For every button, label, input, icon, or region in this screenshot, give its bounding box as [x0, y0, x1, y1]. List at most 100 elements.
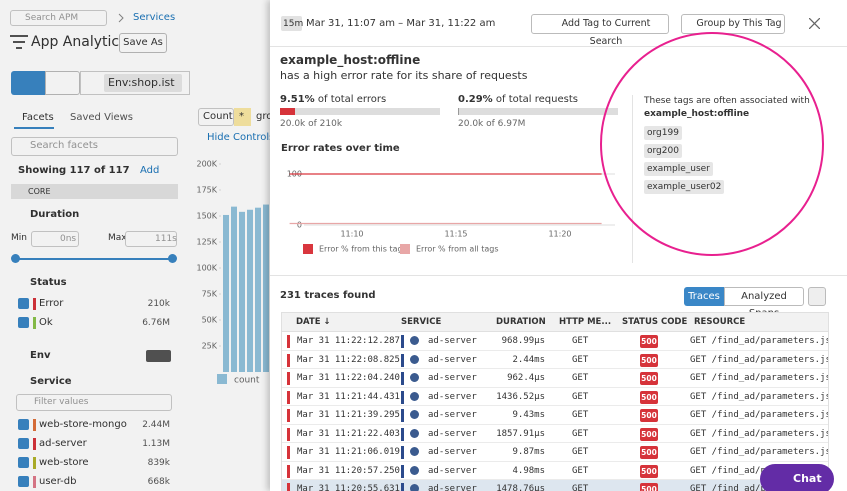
measure-select[interactable] — [198, 108, 234, 126]
globe-icon — [410, 465, 419, 475]
status-badge: 500 — [640, 390, 658, 404]
stat-bar — [280, 108, 296, 115]
facet-search[interactable] — [11, 137, 178, 156]
checkbox[interactable] — [18, 438, 29, 449]
color-bar — [33, 476, 36, 488]
table-row[interactable] — [282, 443, 828, 462]
service-filter[interactable] — [16, 394, 172, 411]
close-icon[interactable] — [809, 18, 820, 29]
divider — [270, 46, 847, 47]
core-bar — [11, 184, 178, 199]
env-filter-buttons[interactable] — [146, 350, 171, 362]
add-facet[interactable]: Add — [140, 165, 160, 176]
legend-swatch — [400, 244, 410, 254]
service-marker — [401, 390, 404, 404]
divider — [632, 95, 633, 263]
spans-tab[interactable]: Analyzed Spans — [724, 287, 804, 319]
list-view-button[interactable] — [45, 71, 80, 95]
checkbox[interactable] — [18, 457, 29, 468]
table-row[interactable] — [282, 406, 828, 425]
column-header: STATUS CODE — [622, 317, 688, 327]
stat-line: 9.51% of total errors — [280, 93, 386, 107]
tag-chip[interactable]: example_user02 — [644, 180, 725, 194]
facets-tab[interactable]: Facets — [22, 112, 54, 123]
resource: GET /find_ad/parameters.json — [690, 410, 829, 420]
table-row[interactable] — [282, 480, 828, 491]
min-box[interactable] — [31, 231, 79, 247]
bar — [263, 204, 269, 372]
error-marker — [287, 427, 290, 441]
tag-chip[interactable]: org200 — [644, 144, 682, 158]
tag-subtitle: has a high error rate for its share of r… — [280, 69, 528, 82]
error-marker — [287, 335, 290, 348]
y-tick-label: 200K — [196, 160, 217, 169]
error-marker — [287, 372, 290, 385]
stat-percent: 9.51% — [280, 94, 315, 105]
facet-count: Showing 117 of 117 — [18, 165, 130, 176]
column-header: RESOURCE — [694, 317, 746, 327]
save-as-button[interactable]: Save As — [119, 33, 167, 53]
table-row[interactable] — [282, 387, 828, 406]
table-row[interactable] — [282, 461, 828, 480]
breadcrumb[interactable]: Services — [133, 12, 176, 23]
facet-count: 839k — [147, 458, 170, 468]
apm-search[interactable] — [10, 10, 107, 26]
method: GET — [572, 373, 589, 383]
date: Mar 31 11:21:22.403 — [297, 428, 400, 439]
resource: GET /find_ad/parameters.json — [690, 391, 829, 402]
date: Mar 31 11:22:04.240 — [297, 373, 400, 383]
slider-handle[interactable] — [168, 254, 177, 263]
table-row[interactable] — [282, 424, 828, 443]
method: GET — [572, 410, 589, 420]
date: Mar 31 11:20:57.250 — [297, 465, 400, 476]
saved-views-tab[interactable]: Saved Views — [70, 112, 134, 123]
method: GET — [572, 391, 589, 402]
facet-count: 210k — [147, 299, 170, 309]
legend-label: count — [234, 376, 260, 386]
facet-count: 6.76M — [142, 318, 170, 328]
traces-tab[interactable]: Traces — [684, 287, 724, 306]
error-marker — [287, 483, 290, 491]
checkbox[interactable] — [18, 476, 29, 487]
bar — [231, 206, 237, 372]
bar — [247, 209, 253, 372]
method: GET — [572, 336, 589, 346]
graph-view-button[interactable] — [11, 71, 46, 95]
stat-line: 0.29% of total requests — [458, 93, 578, 107]
time-badge-bg — [281, 16, 302, 31]
globe-icon — [410, 373, 419, 382]
table-row[interactable] — [282, 369, 828, 388]
facet-label: ad-server — [39, 438, 87, 449]
duration: 1478.76μs — [496, 484, 545, 491]
color-bar — [33, 457, 36, 469]
apm-search-placeholder: Search APM — [25, 13, 79, 23]
checkbox[interactable] — [18, 317, 29, 328]
column-header: SERVICE — [401, 317, 442, 327]
duration: 1857.91μs — [496, 428, 545, 439]
y-tick-label: 75K — [202, 290, 218, 299]
associated-intro: These tags are often associated with — [644, 96, 810, 106]
settings-button[interactable] — [808, 287, 826, 306]
facet-count: 2.44M — [142, 420, 170, 430]
table-row[interactable] — [282, 350, 828, 369]
service-marker — [401, 446, 404, 459]
stat-label: of total errors — [317, 94, 387, 105]
y-tick-label: 25K — [202, 342, 218, 351]
facet-label: user-db — [39, 476, 77, 487]
resource: GET /find_ad/parameters.json — [690, 336, 829, 346]
table-row[interactable] — [282, 332, 828, 351]
tag-chip[interactable]: org199 — [644, 126, 682, 140]
tag-chip[interactable]: example_user — [644, 162, 713, 176]
menu-icon — [10, 35, 28, 49]
checkbox[interactable] — [18, 298, 29, 309]
checkbox[interactable] — [18, 419, 29, 430]
chat-button[interactable] — [760, 464, 834, 491]
service-marker — [401, 372, 404, 385]
group-by-button[interactable]: Group by This Tag — [681, 14, 785, 34]
hide-controls[interactable]: Hide Controls — [207, 132, 275, 143]
add-tag-button[interactable]: Add Tag to Current Search — [531, 14, 669, 47]
max-box[interactable] — [125, 231, 177, 247]
slider-handle[interactable] — [11, 254, 20, 263]
service-marker — [401, 409, 404, 422]
facet-label: web-store — [39, 457, 89, 468]
